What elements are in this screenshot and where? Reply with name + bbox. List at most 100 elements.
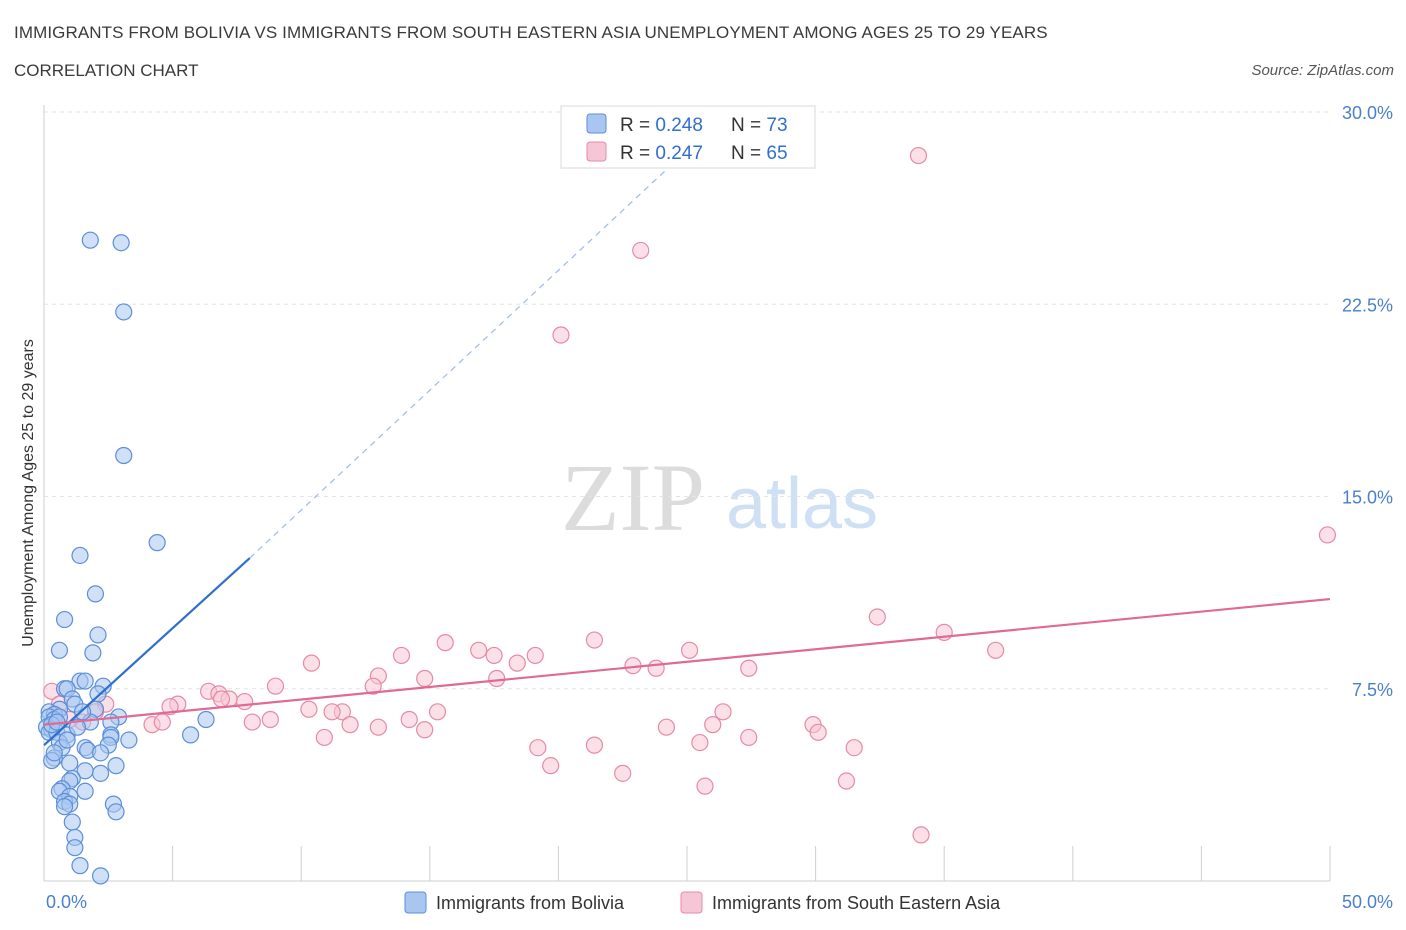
bolivia-point xyxy=(107,803,125,821)
bolivia-point xyxy=(76,672,94,690)
sea-point xyxy=(614,764,632,782)
bolivia-point xyxy=(68,718,87,736)
sea-point xyxy=(704,716,722,734)
bolivia-point xyxy=(197,710,215,729)
sea-point xyxy=(714,703,732,721)
watermark-zip: ZIP xyxy=(561,444,705,551)
sea-point xyxy=(153,713,171,731)
y-tick-labels: 7.5% 15.0% 22.5% 30.0% xyxy=(1342,103,1393,700)
sea-point xyxy=(416,721,434,739)
legend-swatch-bolivia xyxy=(586,113,607,134)
y-tick-label: 22.5% xyxy=(1342,295,1393,315)
y-tick-label: 15.0% xyxy=(1342,488,1393,508)
bolivia-point xyxy=(148,534,166,552)
bolivia-point xyxy=(112,234,130,252)
sea-point xyxy=(364,677,382,695)
bolivia-point xyxy=(84,644,102,662)
y-axis-label: Unemployment Among Ages 25 to 29 years xyxy=(20,339,37,647)
sea-point xyxy=(809,723,827,741)
sea-point xyxy=(987,641,1005,659)
bolivia-points xyxy=(37,231,215,885)
sea-point xyxy=(1318,526,1337,544)
trend-lines xyxy=(43,150,1331,746)
bolivia-point xyxy=(120,731,138,749)
sea-point xyxy=(912,826,930,844)
bottom-legend-swatch-bolivia xyxy=(404,891,427,914)
bolivia-trend-extension xyxy=(249,150,688,559)
sea-point xyxy=(436,634,454,652)
x-tick-label: 50.0% xyxy=(1342,892,1393,912)
legend-n-bolivia: N = 73 xyxy=(731,115,788,136)
bolivia-point xyxy=(91,764,110,782)
chart-title: IMMIGRANTS FROM BOLIVIA VS IMMIGRANTS FR… xyxy=(14,23,1048,42)
legend-r-value: 0.247 xyxy=(655,143,703,164)
sea-point xyxy=(161,698,179,716)
legend-r-label: R = xyxy=(620,115,655,136)
bolivia-point xyxy=(107,757,125,775)
sea-point xyxy=(416,669,434,688)
bolivia-point xyxy=(91,744,110,762)
sea-point xyxy=(428,703,447,721)
legend-r-label: R = xyxy=(620,143,655,164)
legend-row-bolivia: R = 0.248 xyxy=(620,115,703,136)
sea-point xyxy=(300,700,318,718)
chart-subtitle: CORRELATION CHART xyxy=(14,61,199,80)
bolivia-point xyxy=(89,626,107,644)
sea-point xyxy=(261,710,279,729)
bolivia-point xyxy=(50,641,69,659)
bolivia-trend-line xyxy=(43,557,251,746)
sea-point xyxy=(400,710,418,729)
sea-point xyxy=(470,641,488,659)
y-tick-label: 30.0% xyxy=(1342,103,1393,123)
grid-lines xyxy=(44,111,1330,690)
sea-point xyxy=(868,608,886,626)
legend-row-sea: R = 0.247 xyxy=(620,143,703,164)
sea-point xyxy=(647,659,665,677)
sea-point xyxy=(369,718,387,736)
sea-point xyxy=(740,659,758,677)
sea-point xyxy=(315,728,333,747)
sea-point xyxy=(236,692,254,711)
sea-point xyxy=(529,739,547,757)
bolivia-point xyxy=(115,303,133,321)
x-tick-label: 0.0% xyxy=(46,892,87,912)
sea-point xyxy=(266,677,285,695)
legend-n-value: 73 xyxy=(766,115,787,136)
sea-point xyxy=(691,733,709,752)
bolivia-point xyxy=(182,726,200,744)
sea-point xyxy=(696,777,714,795)
bottom-legend-label-sea: Immigrants from South Eastern Asia xyxy=(712,893,1001,913)
bolivia-point xyxy=(91,867,110,885)
sea-trend-line xyxy=(43,597,1331,726)
sea-point xyxy=(909,146,928,165)
bolivia-point xyxy=(71,546,89,565)
x-tick-labels: 0.0% 50.0% xyxy=(46,892,1393,912)
sea-point xyxy=(740,728,758,747)
bolivia-point xyxy=(58,731,76,749)
sea-point xyxy=(508,654,526,672)
bolivia-point xyxy=(61,754,79,772)
bolivia-point xyxy=(71,857,89,875)
legend-n-label: N = xyxy=(731,115,766,136)
sea-point xyxy=(341,716,359,734)
sea-point xyxy=(552,326,570,344)
top-legend: R = 0.248 N = 73 R = 0.247 N = 65 xyxy=(560,105,816,169)
bolivia-point xyxy=(55,610,74,629)
bottom-legend-label-bolivia: Immigrants from Bolivia xyxy=(436,893,625,913)
bolivia-point xyxy=(55,798,74,816)
bolivia-point xyxy=(76,782,94,800)
sea-point xyxy=(392,646,411,665)
legend-n-value: 65 xyxy=(766,143,787,164)
sea-point xyxy=(845,739,863,757)
sea-point xyxy=(212,690,231,708)
legend-n-sea: N = 65 xyxy=(731,143,788,164)
bolivia-point xyxy=(86,585,105,603)
sea-point xyxy=(657,718,676,736)
sea-point xyxy=(243,713,261,731)
axes xyxy=(43,105,1331,882)
bolivia-point xyxy=(81,231,99,249)
sea-point xyxy=(488,669,506,688)
sea-point xyxy=(680,641,699,659)
sea-point xyxy=(837,772,856,790)
